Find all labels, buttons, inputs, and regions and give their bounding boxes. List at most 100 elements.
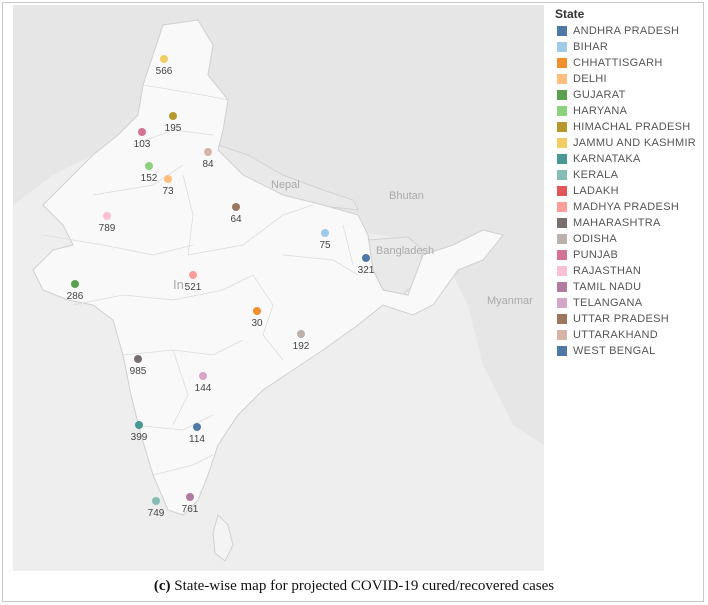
legend-item[interactable]: LADAKH <box>557 184 619 198</box>
state-marker[interactable] <box>134 355 142 363</box>
legend-title: State <box>555 7 585 21</box>
legend-label: KERALA <box>573 169 619 181</box>
legend-item[interactable]: HARYANA <box>557 104 627 118</box>
state-marker[interactable] <box>321 229 329 237</box>
map: Nepal Bhutan Bangladesh Myanmar In 566 19… <box>13 5 544 571</box>
state-marker[interactable] <box>186 493 194 501</box>
state-marker[interactable] <box>135 421 143 429</box>
legend-item[interactable]: ANDHRA PRADESH <box>557 24 679 38</box>
sri-lanka-shape <box>212 514 234 562</box>
state-value-label: 399 <box>131 432 148 443</box>
legend-item[interactable]: MADHYA PRADESH <box>557 200 679 214</box>
legend-label: CHHATTISGARH <box>573 57 663 69</box>
state-value-label: 321 <box>358 265 375 276</box>
state-value-label: 521 <box>185 282 202 293</box>
bhutan-label: Bhutan <box>389 190 424 202</box>
legend-item[interactable]: UTTAR PRADESH <box>557 312 669 326</box>
legend-label: JAMMU AND KASHMIR <box>573 137 697 149</box>
legend-item[interactable]: KARNATAKA <box>557 152 641 166</box>
state-value-label: 114 <box>189 434 205 445</box>
state-marker[interactable] <box>362 254 370 262</box>
caption-prefix: (c) <box>153 578 171 594</box>
bangladesh-label: Bangladesh <box>376 245 434 257</box>
state-value-label: 64 <box>230 214 242 225</box>
legend-swatch <box>557 42 567 52</box>
state-value-label: 103 <box>134 139 151 150</box>
legend-label: HARYANA <box>573 105 628 117</box>
legend-item[interactable]: HIMACHAL PRADESH <box>557 120 690 134</box>
legend-item[interactable]: RAJASTHAN <box>557 264 641 278</box>
state-marker[interactable] <box>160 55 168 63</box>
legend-item[interactable]: MAHARASHTRA <box>557 216 661 230</box>
legend-item[interactable]: UTTARAKHAND <box>557 328 658 342</box>
legend-item[interactable]: TAMIL NADU <box>557 280 641 294</box>
legend-swatch <box>557 26 567 36</box>
legend-swatch <box>557 58 567 68</box>
state-marker[interactable] <box>71 280 79 288</box>
figure-caption: (c) State-wise map for projected COVID-1… <box>0 578 708 595</box>
legend-label: TAMIL NADU <box>573 281 642 293</box>
india-label: In <box>173 277 184 292</box>
legend-swatch <box>557 138 567 148</box>
state-value-label: 152 <box>141 173 158 184</box>
state-marker[interactable] <box>199 372 207 380</box>
state-marker[interactable] <box>138 128 146 136</box>
state-value-label: 195 <box>165 123 182 134</box>
state-marker[interactable] <box>253 307 261 315</box>
legend-swatch <box>557 186 567 196</box>
state-value-label: 192 <box>293 341 310 352</box>
legend-item[interactable]: TELANGANA <box>557 296 642 310</box>
legend-item[interactable]: BIHAR <box>557 40 608 54</box>
legend-swatch <box>557 234 567 244</box>
legend-label: KARNATAKA <box>573 153 641 165</box>
legend-item[interactable]: PUNJAB <box>557 248 618 262</box>
legend-label: MAHARASHTRA <box>573 217 661 229</box>
legend-swatch <box>557 122 567 132</box>
legend-swatch <box>557 298 567 308</box>
legend-swatch <box>557 202 567 212</box>
state-marker[interactable] <box>193 423 201 431</box>
legend-item[interactable]: GUJARAT <box>557 88 626 102</box>
legend-item[interactable]: ODISHA <box>557 232 617 246</box>
caption-text: State-wise map for projected COVID-19 cu… <box>170 578 555 594</box>
legend-item[interactable]: JAMMU AND KASHMIR <box>557 136 696 150</box>
legend-swatch <box>557 218 567 228</box>
state-marker[interactable] <box>189 271 197 279</box>
state-value-label: 761 <box>182 504 199 515</box>
state-marker[interactable] <box>169 112 177 120</box>
state-marker[interactable] <box>204 148 212 156</box>
legend-label: BIHAR <box>573 41 609 53</box>
state-marker[interactable] <box>103 212 111 220</box>
legend-swatch <box>557 250 567 260</box>
state-borders <box>42 84 359 476</box>
state-marker[interactable] <box>164 175 172 183</box>
legend-label: PUNJAB <box>573 249 619 261</box>
state-marker[interactable] <box>152 497 160 505</box>
legend-item[interactable]: WEST BENGAL <box>557 344 656 358</box>
legend-item[interactable]: CHHATTISGARH <box>557 56 663 70</box>
legend-item[interactable]: DELHI <box>557 72 607 86</box>
state-marker[interactable] <box>297 330 305 338</box>
legend-label: HIMACHAL PRADESH <box>573 121 691 133</box>
legend: State ANDHRA PRADESH BIHAR CHHATTISGARH DEL… <box>551 7 708 567</box>
state-value-label: 144 <box>195 383 212 394</box>
state-value-label: 749 <box>148 508 165 519</box>
state-value-label: 30 <box>251 318 263 329</box>
myanmar-label: Myanmar <box>487 295 533 307</box>
legend-swatch <box>557 314 567 324</box>
legend-swatch <box>557 170 567 180</box>
legend-item[interactable]: KERALA <box>557 168 618 182</box>
india-landmass <box>32 19 504 516</box>
legend-swatch <box>557 154 567 164</box>
legend-label: LADAKH <box>573 185 619 197</box>
state-value-label: 985 <box>130 366 147 377</box>
state-value-label: 75 <box>319 240 331 251</box>
state-marker[interactable] <box>232 203 240 211</box>
state-value-label: 566 <box>156 66 173 77</box>
legend-swatch <box>557 74 567 84</box>
legend-label: RAJASTHAN <box>573 265 642 277</box>
legend-label: MADHYA PRADESH <box>573 201 680 213</box>
state-marker[interactable] <box>145 162 153 170</box>
state-value-label: 73 <box>162 186 174 197</box>
